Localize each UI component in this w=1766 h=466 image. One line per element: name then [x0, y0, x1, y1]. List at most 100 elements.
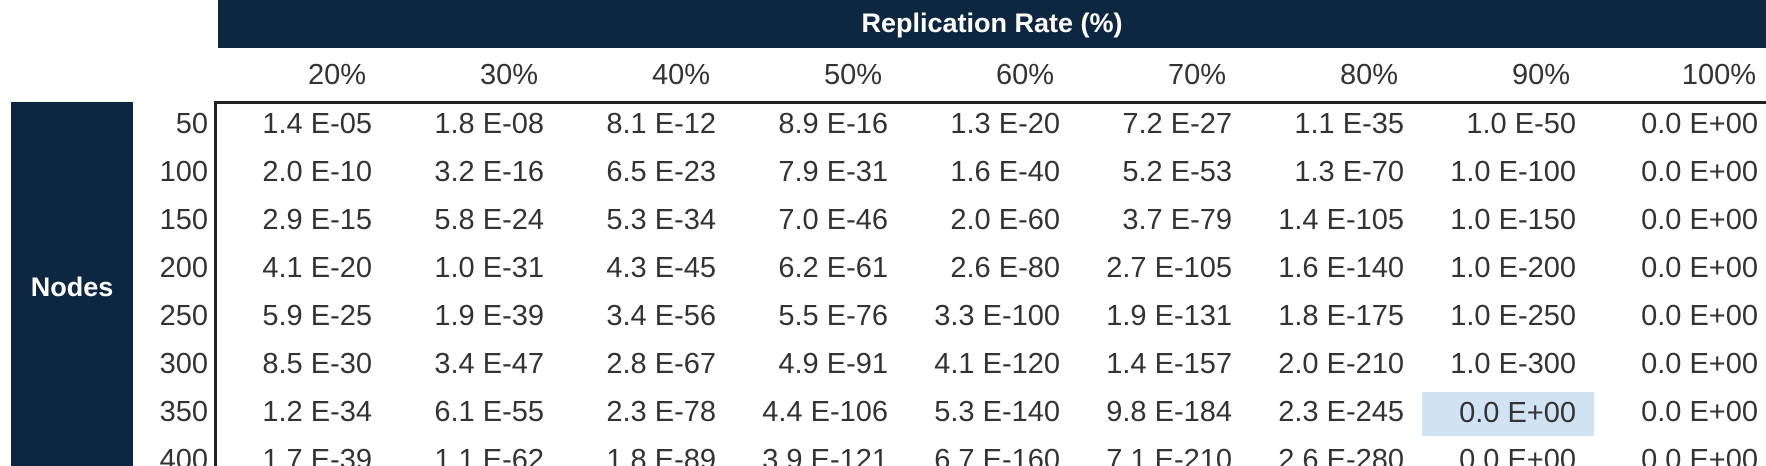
column-header-80: 80%: [1339, 59, 1398, 91]
table-cell: 7.0 E-46: [778, 204, 888, 236]
table-cell: 3.3 E-100: [934, 300, 1060, 332]
column-group-header: Replication Rate (%): [218, 0, 1766, 48]
row-group-header: Nodes: [11, 102, 133, 466]
table-cell: 4.4 E-106: [762, 396, 888, 428]
table-cell: 5.5 E-76: [778, 300, 888, 332]
table-row: 8.5 E-30 3.4 E-47 2.8 E-67 4.9 E-91 4.1 …: [218, 340, 1766, 388]
table-cell: 2.0 E-60: [950, 204, 1060, 236]
table-cell: 1.1 E-62: [434, 444, 544, 466]
table-cell: 4.1 E-120: [934, 348, 1060, 380]
data-grid: 1.4 E-05 1.8 E-08 8.1 E-12 8.9 E-16 1.3 …: [218, 100, 1766, 466]
column-header-70: 70%: [1167, 59, 1226, 91]
highlighted-cell: 0.0 E+00: [1422, 392, 1594, 436]
table-cell: 2.3 E-245: [1278, 396, 1404, 428]
table-cell: 4.1 E-20: [262, 252, 372, 284]
table-cell: 1.0 E-31: [434, 252, 544, 284]
table-cell: 1.6 E-140: [1278, 252, 1404, 284]
table-cell: 1.9 E-131: [1106, 300, 1232, 332]
table-cell: 5.2 E-53: [1122, 156, 1232, 188]
table-cell: 7.9 E-31: [778, 156, 888, 188]
table-cell: 3.7 E-79: [1122, 204, 1232, 236]
table-cell: 8.9 E-16: [778, 108, 888, 140]
table-cell: 1.3 E-70: [1294, 156, 1404, 188]
table-cell: 2.7 E-105: [1106, 252, 1232, 284]
table-cell: 0.0 E+00: [1641, 252, 1758, 284]
table-cell: 1.6 E-40: [950, 156, 1060, 188]
column-headers: 20% 30% 40% 50% 60% 70% 80% 90% 100%: [218, 56, 1766, 94]
table-cell: 6.2 E-61: [778, 252, 888, 284]
table-frame: [214, 101, 1766, 466]
table-cell: 6.1 E-55: [434, 396, 544, 428]
table-cell: 5.8 E-24: [434, 204, 544, 236]
table-row: 1.4 E-05 1.8 E-08 8.1 E-12 8.9 E-16 1.3 …: [218, 100, 1766, 148]
table-cell: 0.0 E+00: [1641, 156, 1758, 188]
table-cell: 0.0 E+00: [1641, 396, 1758, 428]
column-header-40: 40%: [651, 59, 710, 91]
table-row: 1.2 E-34 6.1 E-55 2.3 E-78 4.4 E-106 5.3…: [218, 388, 1766, 436]
row-label-350: 350: [159, 396, 208, 428]
table-row: 1.7 E-39 1.1 E-62 1.8 E-89 3.9 E-121 6.7…: [218, 436, 1766, 466]
table-cell: 0.0 E+00: [1641, 300, 1758, 332]
table-cell: 1.8 E-175: [1278, 300, 1404, 332]
table-cell: 3.9 E-121: [762, 444, 888, 466]
table-row: 5.9 E-25 1.9 E-39 3.4 E-56 5.5 E-76 3.3 …: [218, 292, 1766, 340]
table-cell: 1.9 E-39: [434, 300, 544, 332]
table-cell: 0.0 E+00: [1641, 204, 1758, 236]
table-cell: 2.0 E-210: [1278, 348, 1404, 380]
table-cell: 0.0 E+00: [1641, 348, 1758, 380]
table-cell: 6.7 E-160: [934, 444, 1060, 466]
table-cell: 2.9 E-15: [262, 204, 372, 236]
table-cell: 2.0 E-10: [262, 156, 372, 188]
column-header-50: 50%: [823, 59, 882, 91]
table-cell: 1.8 E-08: [434, 108, 544, 140]
table-cell: 1.3 E-20: [950, 108, 1060, 140]
column-header-60: 60%: [995, 59, 1054, 91]
table-cell: 1.0 E-150: [1450, 204, 1576, 236]
table-cell: 1.7 E-39: [262, 444, 372, 466]
row-label-300: 300: [159, 348, 208, 380]
table-cell: 1.0 E-100: [1450, 156, 1576, 188]
table-row: 2.9 E-15 5.8 E-24 5.3 E-34 7.0 E-46 2.0 …: [218, 196, 1766, 244]
table-cell: 5.3 E-34: [606, 204, 716, 236]
table-cell: 7.2 E-27: [1122, 108, 1232, 140]
table-cell: 1.0 E-300: [1450, 348, 1576, 380]
table-cell: 1.0 E-250: [1450, 300, 1576, 332]
table-cell: 7.1 E-210: [1106, 444, 1232, 466]
row-label-250: 250: [159, 300, 208, 332]
table-cell: 3.4 E-56: [606, 300, 716, 332]
table-row: 2.0 E-10 3.2 E-16 6.5 E-23 7.9 E-31 1.6 …: [218, 148, 1766, 196]
column-header-100: 100%: [1681, 59, 1756, 91]
row-label-100: 100: [159, 156, 208, 188]
table-cell: 1.1 E-35: [1294, 108, 1404, 140]
table-cell: 0.0 E+00: [1641, 108, 1758, 140]
table-cell: 5.3 E-140: [934, 396, 1060, 428]
table-cell: 0.0 E+00: [1459, 444, 1576, 466]
table-cell: 3.4 E-47: [434, 348, 544, 380]
table-cell: 5.9 E-25: [262, 300, 372, 332]
row-group-title: Nodes: [30, 272, 114, 302]
table-cell: 6.5 E-23: [606, 156, 716, 188]
table-cell: 1.4 E-105: [1278, 204, 1404, 236]
column-header-20: 20%: [307, 59, 366, 91]
table-cell: 4.3 E-45: [606, 252, 716, 284]
table-cell: 0.0 E+00: [1641, 444, 1758, 466]
row-label-200: 200: [159, 252, 208, 284]
table-row: 4.1 E-20 1.0 E-31 4.3 E-45 6.2 E-61 2.6 …: [218, 244, 1766, 292]
table-cell: 2.8 E-67: [606, 348, 716, 380]
table-cell: 9.8 E-184: [1106, 396, 1232, 428]
column-header-30: 30%: [479, 59, 538, 91]
table-cell: 8.5 E-30: [262, 348, 372, 380]
row-label-50: 50: [175, 108, 208, 140]
table-cell: 1.4 E-157: [1106, 348, 1232, 380]
table-cell: 1.0 E-50: [1466, 108, 1576, 140]
row-label-150: 150: [159, 204, 208, 236]
row-label-400: 400: [159, 444, 208, 466]
table-cell: 3.2 E-16: [434, 156, 544, 188]
table-cell: 2.6 E-280: [1278, 444, 1404, 466]
column-header-90: 90%: [1511, 59, 1570, 91]
table-cell: 2.3 E-78: [606, 396, 716, 428]
table-cell: 1.8 E-89: [606, 444, 716, 466]
table-cell: 1.0 E-200: [1450, 252, 1576, 284]
table-cell: 4.9 E-91: [778, 348, 888, 380]
row-labels: 50 100 150 200 250 300 350 400: [140, 100, 208, 466]
